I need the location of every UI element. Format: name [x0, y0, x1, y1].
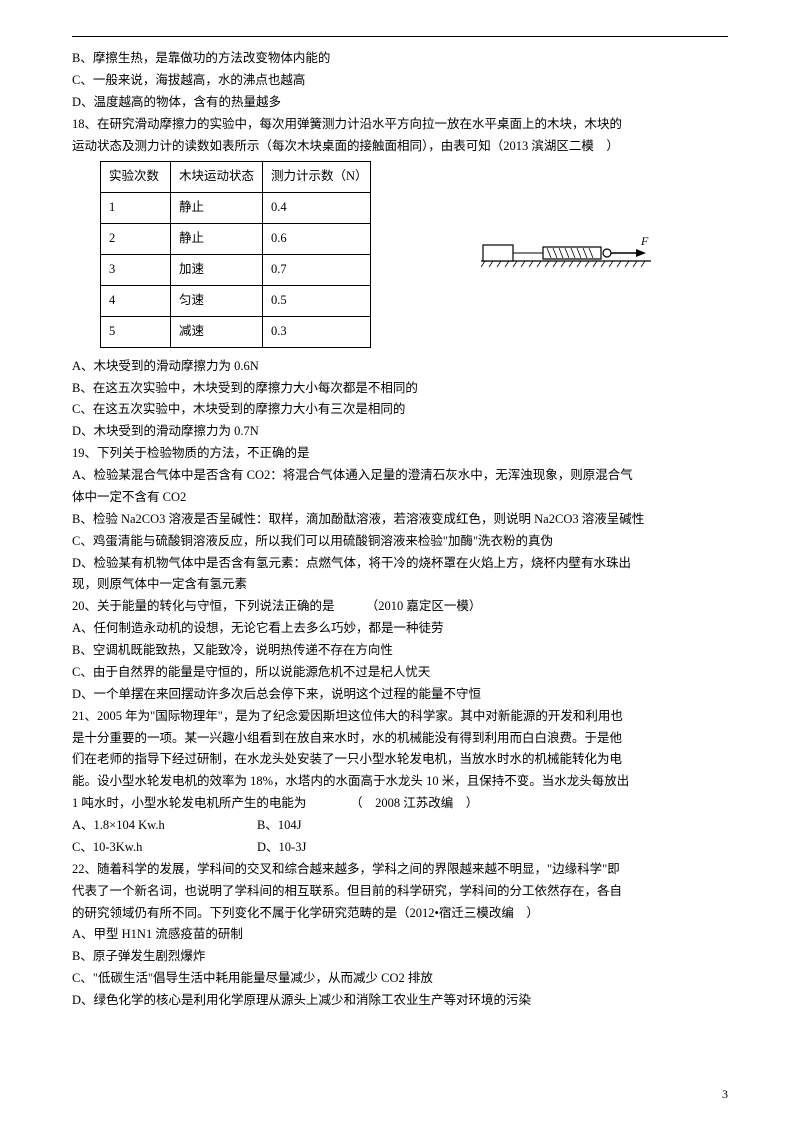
- q18-line2: 运动状态及测力计的读数如表所示（每次木块桌面的接触面相同），由表可知（2013 …: [72, 136, 728, 158]
- cell: 加速: [171, 255, 263, 286]
- q22-d: D、绿色化学的核心是利用化学原理从源头上减少和消除工农业生产等对环境的污染: [72, 990, 728, 1012]
- q22-c: C、"低碳生活"倡导生活中耗用能量尽量减少，从而减少 CO2 排放: [72, 968, 728, 990]
- q21-opts-row2: C、10-3Kw.h D、10-3J: [72, 837, 728, 859]
- table-header-row: 实验次数 木块运动状态 测力计示数（N）: [101, 162, 371, 193]
- th-0: 实验次数: [101, 162, 171, 193]
- cell: 1: [101, 193, 171, 224]
- q22-b: B、原子弹发生剧烈爆炸: [72, 946, 728, 968]
- scale-ring-icon: [603, 249, 611, 257]
- force-label: F: [640, 234, 649, 248]
- q20-c: C、由于自然界的能量是守恒的，所以说能源危机不过是杞人忧天: [72, 662, 728, 684]
- q22-l3: 的研究领域仍有所不同。下列变化不属于化学研究范畴的是（2012•宿迁三模改编 ）: [72, 903, 728, 925]
- q18-opt-d: D、木块受到的滑动摩擦力为 0.7N: [72, 421, 728, 443]
- q20-stem: 20、关于能量的转化与守恒，下列说法正确的是 （2010 嘉定区一模）: [72, 596, 728, 618]
- spring-force-diagram: F: [481, 231, 651, 279]
- cell: 0.6: [263, 224, 371, 255]
- q19-b: B、检验 Na2CO3 溶液是否呈碱性：取样，滴加酚酞溶液，若溶液变成红色，则说…: [72, 509, 728, 531]
- experiment-table: 实验次数 木块运动状态 测力计示数（N） 1 静止 0.4 2 静止 0.6 3…: [100, 161, 371, 347]
- option-b: B、摩擦生热，是靠做功的方法改变物体内能的: [72, 48, 728, 70]
- q21-c: C、10-3Kw.h: [72, 837, 257, 859]
- q21-a: A、1.8×104 Kw.h: [72, 815, 257, 837]
- cell: 0.7: [263, 255, 371, 286]
- q19-d-1: D、检验某有机物气体中是否含有氢元素：点燃气体，将干冷的烧杯罩在火焰上方，烧杯内…: [72, 553, 728, 575]
- q18-opt-b: B、在这五次实验中，木块受到的摩擦力大小每次都是不相同的: [72, 378, 728, 400]
- cell: 静止: [171, 193, 263, 224]
- table-row: 1 静止 0.4: [101, 193, 371, 224]
- table-row: 4 匀速 0.5: [101, 285, 371, 316]
- table-row: 5 减速 0.3: [101, 316, 371, 347]
- surface-hatch: [481, 261, 645, 267]
- q19-a-1: A、检验某混合气体中是否含有 CO2：将混合气体通入足量的澄清石灰水中，无浑浊现…: [72, 465, 728, 487]
- cell: 0.3: [263, 316, 371, 347]
- th-1: 木块运动状态: [171, 162, 263, 193]
- q22-l1: 22、随着科学的发展，学科间的交叉和综合越来越多，学科之间的界限越来越不明显，"…: [72, 859, 728, 881]
- q22-l2: 代表了一个新名词，也说明了学科间的相互联系。但目前的科学研究，学科间的分工依然存…: [72, 881, 728, 903]
- q21-b: B、104J: [257, 815, 442, 837]
- option-d: D、温度越高的物体，含有的热量越多: [72, 92, 728, 114]
- q20-b: B、空调机既能致热，又能致冷，说明热传递不存在方向性: [72, 640, 728, 662]
- cell: 3: [101, 255, 171, 286]
- document-body: B、摩擦生热，是靠做功的方法改变物体内能的 C、一般来说，海拔越高，水的沸点也越…: [72, 48, 728, 1012]
- q19-a-2: 体中一定不含有 CO2: [72, 487, 728, 509]
- q20-d: D、一个单摆在来回摆动许多次后总会停下来，说明这个过程的能量不守恒: [72, 684, 728, 706]
- cell: 减速: [171, 316, 263, 347]
- q19-d-2: 现，则原气体中一定含有氢元素: [72, 574, 728, 596]
- cell: 0.5: [263, 285, 371, 316]
- page-number: 3: [722, 1087, 728, 1102]
- cell: 匀速: [171, 285, 263, 316]
- option-c: C、一般来说，海拔越高，水的沸点也越高: [72, 70, 728, 92]
- th-2: 测力计示数（N）: [263, 162, 371, 193]
- q22-a: A、甲型 H1N1 流感疫苗的研制: [72, 924, 728, 946]
- table-row: 2 静止 0.6: [101, 224, 371, 255]
- q19-c: C、鸡蛋清能与硫酸铜溶液反应，所以我们可以用硫酸铜溶液来检验"加酶"洗衣粉的真伪: [72, 531, 728, 553]
- table-row: 3 加速 0.7: [101, 255, 371, 286]
- cell: 静止: [171, 224, 263, 255]
- q18-line1: 18、在研究滑动摩擦力的实验中，每次用弹簧测力计沿水平方向拉一放在水平桌面上的木…: [72, 114, 728, 136]
- force-arrow-head: [636, 249, 646, 257]
- cell: 4: [101, 285, 171, 316]
- cell: 5: [101, 316, 171, 347]
- q18-opt-c: C、在这五次实验中，木块受到的摩擦力大小有三次是相同的: [72, 399, 728, 421]
- page-top-rule: [72, 36, 728, 37]
- cell: 0.4: [263, 193, 371, 224]
- q21-l1: 21、2005 年为"国际物理年"，是为了纪念爱因斯坦这位伟大的科学家。其中对新…: [72, 706, 728, 728]
- cell: 2: [101, 224, 171, 255]
- q21-l2: 是十分重要的一项。某一兴趣小组看到在放自来水时，水的机械能没有得到利用而白白浪费…: [72, 728, 728, 750]
- q20-a: A、任何制造永动机的设想，无论它看上去多么巧妙，都是一种徒劳: [72, 618, 728, 640]
- q21-l4: 能。设小型水轮发电机的效率为 18%，水塔内的水面高于水龙头 10 米，且保持不…: [72, 771, 728, 793]
- q18-opt-a: A、木块受到的滑动摩擦力为 0.6N: [72, 356, 728, 378]
- block-icon: [483, 245, 513, 261]
- q21-l5: 1 吨水时，小型水轮发电机所产生的电能为 （ 2008 江苏改编 ）: [72, 793, 728, 815]
- q21-opts-row1: A、1.8×104 Kw.h B、104J: [72, 815, 728, 837]
- q21-d: D、10-3J: [257, 837, 442, 859]
- q21-l3: 们在老师的指导下经过研制，在水龙头处安装了一只小型水轮发电机，当放水时水的机械能…: [72, 749, 728, 771]
- table-and-diagram: 实验次数 木块运动状态 测力计示数（N） 1 静止 0.4 2 静止 0.6 3…: [100, 161, 728, 347]
- q19-stem: 19、下列关于检验物质的方法，不正确的是: [72, 443, 728, 465]
